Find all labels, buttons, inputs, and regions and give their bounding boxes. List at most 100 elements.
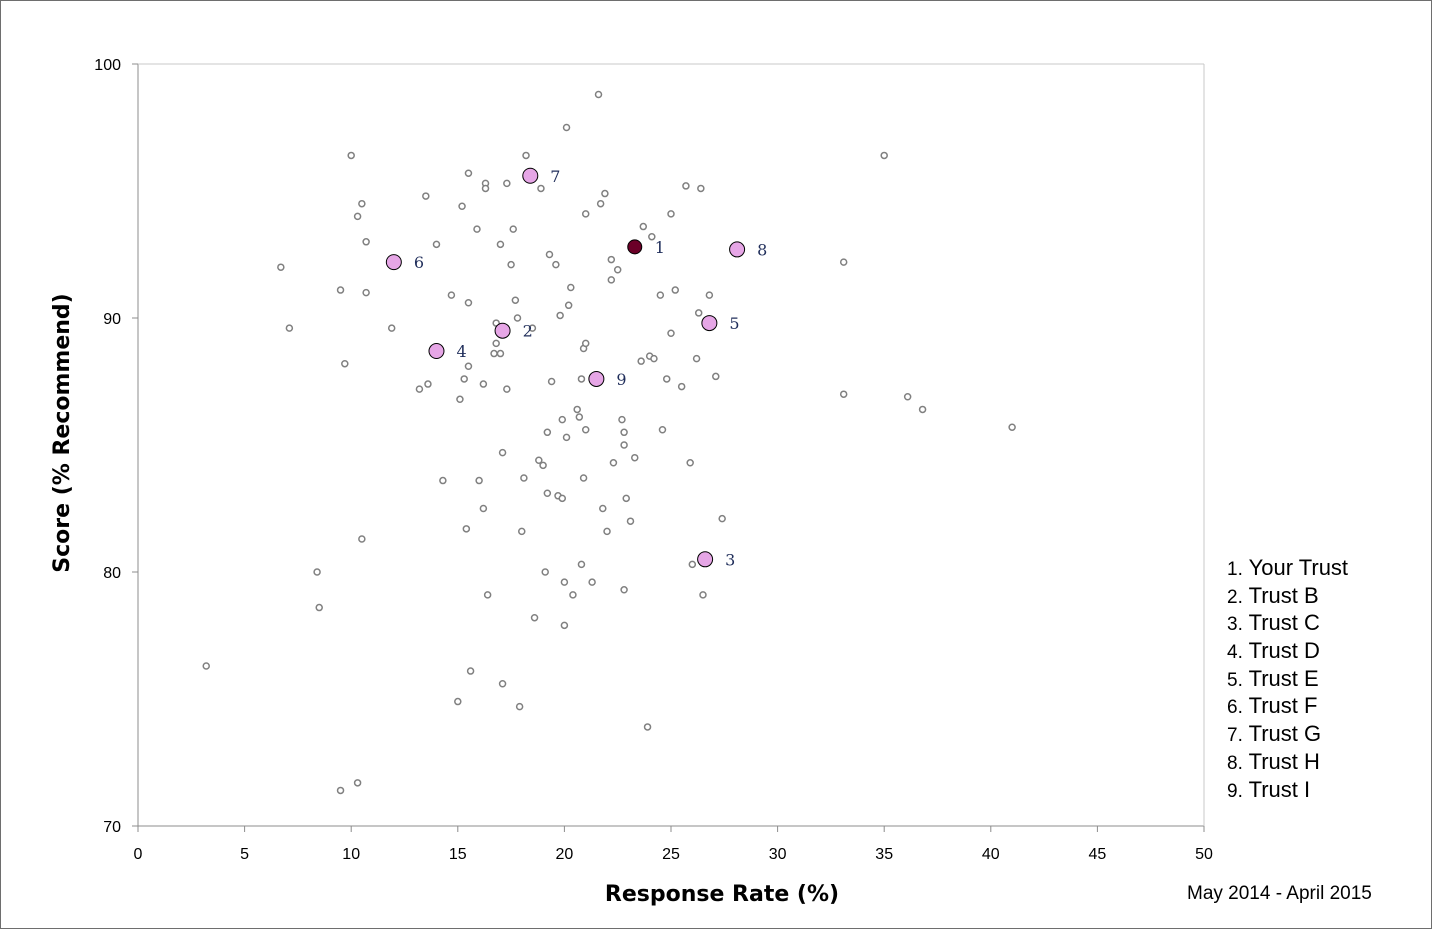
other-trust-point xyxy=(588,578,596,586)
axes xyxy=(137,63,1205,827)
other-trust-point xyxy=(522,151,530,160)
other-trust-point xyxy=(456,395,464,404)
legend-item-number: 3. xyxy=(1227,614,1243,636)
other-trust-point xyxy=(601,189,609,198)
other-trust-point xyxy=(498,680,507,688)
trust-point-label-8: 8 xyxy=(757,240,767,259)
other-trust-point xyxy=(541,568,549,576)
other-trust-point xyxy=(581,339,590,348)
other-trust-point xyxy=(688,560,697,569)
other-trust-point xyxy=(507,260,515,269)
x-tick-label: 15 xyxy=(449,846,467,863)
other-trust-point xyxy=(577,560,586,569)
period-note: May 2014 - April 2015 xyxy=(1187,883,1372,904)
other-trust-point xyxy=(658,426,667,434)
x-tick-label: 40 xyxy=(982,846,1000,863)
x-tick-label: 25 xyxy=(662,846,680,863)
other-trust-point xyxy=(558,494,567,503)
legend-item-label: Trust B xyxy=(1248,582,1319,608)
other-trust-point xyxy=(609,459,618,467)
legend-item-number: 1. xyxy=(1227,559,1243,580)
other-trust-point xyxy=(712,372,720,381)
legend-item: 1. Your Trust xyxy=(1227,554,1348,582)
trust-point-1 xyxy=(627,239,643,255)
other-trust-point xyxy=(336,786,345,795)
other-trust-point xyxy=(620,428,628,437)
other-trust-point xyxy=(285,324,294,332)
legend-item: 5. Trust E xyxy=(1227,665,1348,693)
legend-item-number: 4. xyxy=(1227,642,1243,664)
other-trust-point xyxy=(626,517,635,525)
other-trust-point xyxy=(424,380,432,388)
other-trust-point xyxy=(839,258,848,266)
x-tick-label: 0 xyxy=(134,846,143,863)
other-trust-point xyxy=(475,476,483,485)
other-trust-point xyxy=(358,199,366,208)
other-trust-point xyxy=(336,286,345,294)
other-trust-point xyxy=(362,238,370,246)
legend-item-label: Trust I xyxy=(1248,776,1311,802)
other-trust-point xyxy=(490,349,498,358)
other-trust-point xyxy=(447,291,456,299)
legend-item-label: Trust H xyxy=(1248,748,1320,774)
legend-item: 7. Trust G xyxy=(1227,720,1348,748)
other-trust-point xyxy=(613,265,622,274)
y-tick-label: 70 xyxy=(103,819,121,836)
other-trust-point xyxy=(560,621,569,630)
other-trust-point xyxy=(903,392,912,401)
other-trust-point xyxy=(567,283,575,292)
other-trust-point xyxy=(560,578,569,586)
other-trust-point xyxy=(622,494,630,503)
other-trust-point xyxy=(599,504,607,513)
other-trust-point xyxy=(620,441,628,449)
legend-item-label: Trust G xyxy=(1248,721,1322,747)
trust-point-label-3: 3 xyxy=(725,550,735,569)
other-trust-point xyxy=(579,474,588,482)
legend-item-label: Trust C xyxy=(1248,610,1320,636)
other-trust-point xyxy=(692,354,701,363)
legend-item-label: Your Trust xyxy=(1248,555,1349,580)
trust-point-5 xyxy=(701,315,718,332)
y-tick-label: 90 xyxy=(103,311,121,328)
other-trust-point xyxy=(347,151,355,160)
other-trust-point xyxy=(558,415,567,424)
other-trust-point xyxy=(464,362,473,371)
other-trust-point xyxy=(682,182,690,190)
other-trust-point xyxy=(341,359,349,368)
other-trust-point xyxy=(705,291,714,299)
other-trust-point xyxy=(1008,423,1016,431)
legend-item: 2. Trust B xyxy=(1227,582,1348,610)
x-ticks: 0 5 10 15 20 25 30 35 40 45 50 xyxy=(134,826,1213,863)
other-trust-point xyxy=(694,309,703,317)
other-trust-point xyxy=(539,461,547,470)
trust-point-4 xyxy=(428,343,445,360)
y-axis-title: Score (% Recommend) xyxy=(50,293,75,572)
other-trust-point xyxy=(520,474,528,482)
legend-item: 6. Trust F xyxy=(1227,692,1348,720)
other-trust-point xyxy=(537,184,545,193)
other-trust-point xyxy=(313,568,321,576)
trust-point-8 xyxy=(729,241,746,258)
other-trust-point xyxy=(650,354,658,363)
other-trust-point xyxy=(543,489,552,498)
other-trust-point xyxy=(503,385,511,393)
other-trust-point xyxy=(596,199,605,208)
other-trust-point xyxy=(479,504,488,513)
other-trust-point xyxy=(466,667,475,675)
other-trust-point xyxy=(618,415,626,424)
other-trust-point xyxy=(530,613,539,622)
other-trust-point xyxy=(577,375,586,383)
other-trust-point xyxy=(839,390,848,398)
trust-point-label-7: 7 xyxy=(550,167,560,186)
legend-item-number: 6. xyxy=(1227,697,1243,719)
other-trust-point xyxy=(481,184,490,193)
other-trust-point xyxy=(492,339,500,348)
other-trust-point xyxy=(562,433,571,442)
other-trust-point xyxy=(277,263,285,271)
legend-item: 3. Trust C xyxy=(1227,609,1348,637)
x-tick-label: 10 xyxy=(342,846,360,863)
other-trust-point xyxy=(569,591,577,599)
other-trust-point xyxy=(699,591,707,599)
legend-item: 8. Trust H xyxy=(1227,748,1348,776)
